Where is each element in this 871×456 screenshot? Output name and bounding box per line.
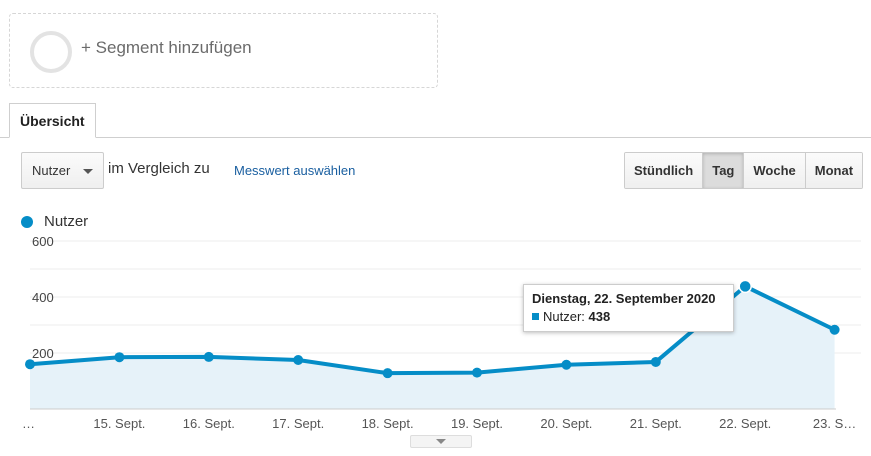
metric-select[interactable]: Nutzer: [21, 152, 104, 189]
legend-label: Nutzer: [44, 213, 89, 230]
granularity-month-button[interactable]: Monat: [805, 153, 863, 188]
data-point: [382, 368, 393, 379]
chart-tooltip: Dienstag, 22. September 2020 Nutzer: 438: [523, 284, 734, 332]
granularity-hourly-button[interactable]: Stündlich: [625, 153, 704, 188]
data-point: [293, 355, 304, 365]
data-point: [829, 324, 840, 335]
data-point: [561, 359, 572, 370]
add-segment-label[interactable]: + Segment hinzufügen: [81, 38, 252, 57]
data-point: [650, 356, 661, 367]
data-point: [114, 352, 125, 363]
select-metric-link[interactable]: Messwert auswählen: [234, 163, 356, 178]
granularity-week-button[interactable]: Woche: [744, 153, 806, 188]
x-tick-label: 18. Sept.: [362, 416, 414, 431]
y-tick-label: 600: [32, 236, 54, 249]
x-tick-label: …: [22, 416, 35, 431]
x-tick-label: 23. S…: [813, 416, 856, 431]
granularity-toggle: Stündlich Tag Woche Monat: [624, 152, 864, 189]
tooltip-series-swatch: [532, 313, 539, 320]
series-area: [30, 286, 835, 409]
tooltip-value: 438: [588, 309, 611, 324]
data-point: [472, 367, 482, 378]
x-tick-label: 16. Sept.: [183, 416, 235, 431]
metric-select-value: Nutzer: [32, 163, 71, 178]
chevron-down-icon: [83, 169, 93, 174]
data-point: [203, 351, 214, 362]
data-point: [25, 359, 35, 370]
segment-placeholder-icon: [30, 31, 72, 73]
granularity-day-button[interactable]: Tag: [703, 153, 745, 188]
tooltip-date: Dienstag, 22. September 2020: [532, 291, 716, 306]
chevron-down-icon: [436, 439, 446, 444]
x-tick-label: 17. Sept.: [272, 416, 324, 431]
expand-chart-button[interactable]: [410, 435, 472, 448]
tab-overview[interactable]: Übersicht: [9, 103, 96, 138]
data-point: [738, 279, 752, 294]
x-tick-label: 20. Sept.: [540, 416, 592, 431]
x-tick-label: 21. Sept.: [630, 416, 682, 431]
tab-divider: [0, 137, 871, 138]
x-tick-label: 15. Sept.: [93, 416, 145, 431]
compare-text: im Vergleich zu: [108, 160, 210, 177]
tooltip-metric-label: Nutzer:: [543, 309, 585, 324]
x-tick-label: 19. Sept.: [451, 416, 503, 431]
legend-dot-icon: [21, 216, 33, 228]
y-tick-label: 400: [32, 290, 54, 305]
users-line-chart[interactable]: 200 400 600 … 15. Sept. 16. Sept. 17. Sept. 18.…: [0, 236, 871, 436]
y-tick-label: 200: [32, 346, 54, 361]
add-segment-box[interactable]: + Segment hinzufügen: [9, 13, 438, 88]
x-tick-label: 22. Sept.: [719, 416, 771, 431]
